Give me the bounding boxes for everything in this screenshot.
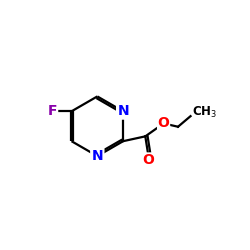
Text: O: O xyxy=(143,153,154,167)
Text: N: N xyxy=(117,104,129,118)
Text: O: O xyxy=(158,116,170,130)
Text: F: F xyxy=(48,104,58,118)
Text: N: N xyxy=(92,149,103,163)
Text: CH$_3$: CH$_3$ xyxy=(192,105,217,120)
